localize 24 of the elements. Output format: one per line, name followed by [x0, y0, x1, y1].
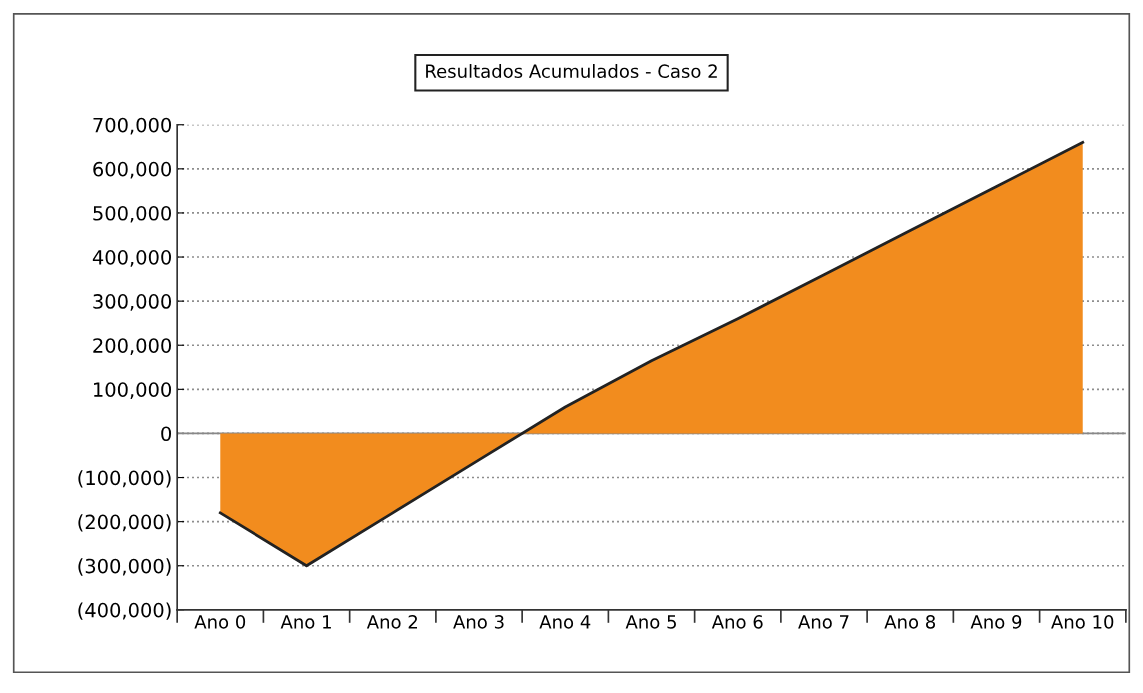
x-tick-label: Ano 3	[453, 615, 504, 629]
y-tick-label: 200,000	[93, 338, 172, 355]
x-tick-label: Ano 0	[194, 615, 246, 629]
chart-title: Resultados Acumulados - Caso 2	[426, 64, 717, 78]
y-tick-label: 0	[161, 426, 172, 442]
x-tick-label: Ano 10	[1051, 615, 1114, 629]
y-tick-label: 500,000	[93, 205, 172, 223]
y-tick-label: 100,000	[94, 382, 172, 399]
y-tick-label: 700,000	[93, 117, 172, 135]
y-tick-label: 400,000	[92, 250, 172, 267]
y-tick-label: (300,000)	[78, 558, 171, 576]
x-tick-label: Ano 9	[970, 615, 1022, 629]
x-tick-label: Ano 6	[711, 615, 763, 629]
x-tick-label: Ano 4	[539, 615, 591, 629]
x-tick-label: Ano 1	[280, 615, 331, 629]
y-tick-label: 600,000	[93, 161, 172, 179]
y-tick-label: (100,000)	[78, 470, 171, 488]
x-tick-label: Ano 7	[798, 615, 849, 629]
x-tick-label: Ano 8	[884, 615, 936, 629]
y-tick-label: (400,000)	[78, 602, 171, 620]
y-tick-label: (200,000)	[78, 514, 171, 532]
y-tick-label: 300,000	[93, 294, 172, 311]
x-tick-label: Ano 2	[366, 615, 417, 629]
x-tick-label: Ano 5	[625, 615, 676, 629]
